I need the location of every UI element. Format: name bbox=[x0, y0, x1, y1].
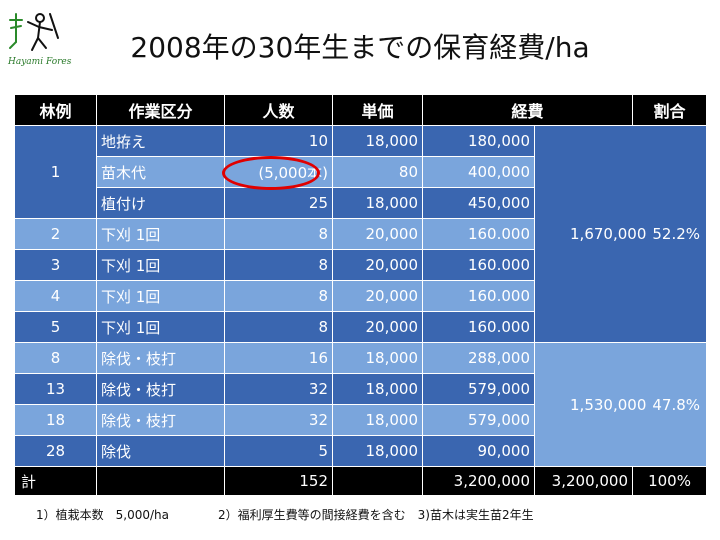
page-title: 2008年の30年生までの保育経費/ha bbox=[130, 31, 590, 64]
cell-plot: 5 bbox=[14, 311, 97, 343]
cell-work: 除伐・枝打 bbox=[96, 404, 225, 436]
cell-plot: 28 bbox=[14, 435, 97, 467]
cell-unit-price: 80 bbox=[332, 156, 423, 188]
group-1-summary: 1,670,000 52.2% bbox=[533, 125, 708, 343]
cell-people: 8 bbox=[224, 218, 333, 250]
cell-people: 8 bbox=[224, 249, 333, 281]
total-unit-price-empty bbox=[332, 466, 423, 496]
total-people: 152 bbox=[224, 466, 333, 496]
cell-work: 除伐・枝打 bbox=[96, 373, 225, 405]
cell-cost: 579,000 bbox=[422, 373, 535, 405]
table-row: 2 下刈 1回 8 20,000 160.000 bbox=[14, 218, 707, 250]
cell-unit-price: 18,000 bbox=[332, 373, 423, 405]
cell-unit-price: 18,000 bbox=[332, 125, 423, 157]
cell-work: 下刈 1回 bbox=[96, 218, 225, 250]
total-ratio: 100% bbox=[632, 466, 708, 496]
table-row: 28 除伐 5 18,000 90,000 bbox=[14, 435, 707, 467]
header-ratio: 割合 bbox=[632, 94, 708, 126]
group-2-summary: 1,530,000 47.8% bbox=[533, 342, 708, 467]
table-row: 18 除伐・枝打 32 18,000 579,000 bbox=[14, 404, 707, 436]
logo-text: Hayami Forest bbox=[7, 57, 72, 67]
cell-unit-price: 18,000 bbox=[332, 187, 423, 219]
group-1-ratio: 52.2% bbox=[652, 225, 701, 243]
header-people: 人数 bbox=[224, 94, 333, 126]
cell-work: 下刈 1回 bbox=[96, 280, 225, 312]
group-2-ratio: 47.8% bbox=[652, 395, 701, 414]
cell-cost: 90,000 bbox=[422, 435, 535, 467]
cell-cost: 160.000 bbox=[422, 280, 535, 312]
cell-unit-price: 20,000 bbox=[332, 249, 423, 281]
cell-work: 地拵え bbox=[96, 125, 225, 157]
table-row: 8 除伐・枝打 16 18,000 288,000 1,530,000 47.8… bbox=[14, 342, 708, 467]
cell-unit-price: 20,000 bbox=[332, 311, 423, 343]
table-row: 苗木代 (5,000本) 80 400,000 bbox=[15, 156, 707, 188]
total-subtotal: 3,200,000 bbox=[533, 466, 634, 496]
header-work: 作業区分 bbox=[96, 94, 225, 126]
cell-people: 10 bbox=[224, 125, 333, 157]
header-plot: 林例 bbox=[14, 94, 97, 126]
cell-work: 除伐・枝打 bbox=[96, 342, 225, 374]
cell-work: 植付け bbox=[96, 187, 225, 219]
cell-people: 16 bbox=[224, 342, 333, 374]
cell-cost: 180,000 bbox=[422, 125, 535, 157]
cell-work: 下刈 1回 bbox=[96, 249, 225, 281]
cell-unit-price: 18,000 bbox=[332, 435, 423, 467]
table-row: 3 下刈 1回 8 20,000 160.000 bbox=[14, 249, 707, 281]
cell-work: 下刈 1回 bbox=[96, 311, 225, 343]
highlight-ring bbox=[222, 156, 320, 190]
header-cost: 経費 bbox=[421, 94, 634, 126]
cell-work: 除伐 bbox=[96, 435, 225, 467]
group-2-subtotal: 1,530,000 bbox=[570, 395, 647, 414]
table-row: 植付け 25 18,000 450,000 bbox=[15, 187, 707, 219]
cell-plot: 8 bbox=[14, 342, 97, 374]
cell-cost: 579,000 bbox=[422, 404, 535, 436]
cell-work: 苗木代 bbox=[96, 156, 225, 188]
cell-plot: 13 bbox=[14, 373, 97, 405]
cell-people: 8 bbox=[224, 280, 333, 312]
cell-plot: 3 bbox=[14, 249, 97, 281]
cell-cost: 160.000 bbox=[422, 218, 535, 250]
table-row: 13 除伐・枝打 32 18,000 579,000 bbox=[14, 373, 707, 405]
total-label: 計 bbox=[14, 466, 97, 496]
footnote-1: 1）植栽本数 5,000/ha bbox=[36, 508, 169, 522]
cell-unit-price: 18,000 bbox=[332, 342, 423, 374]
cell-people: 25 bbox=[224, 187, 333, 219]
cell-people: 5 bbox=[224, 435, 333, 467]
group-1-subtotal: 1,670,000 bbox=[570, 225, 647, 243]
cell-people: 8 bbox=[224, 311, 333, 343]
hayami-forest-logo: Hayami Forest bbox=[7, 13, 72, 67]
table-row: 1 地拵え 10 18,000 180,000 1,670,000 52.2% bbox=[14, 125, 708, 343]
cost-table: 林例 作業区分 人数 単価 経費 割合 1 地拵え 10 18,000 180,… bbox=[14, 94, 708, 496]
cell-cost: 288,000 bbox=[422, 342, 535, 374]
footnote-2: 2）福利厚生費等の間接経費を含む 3)苗木は実生苗2年生 bbox=[218, 508, 534, 522]
table-header-row: 林例 作業区分 人数 単価 経費 割合 bbox=[14, 94, 708, 126]
cell-plot: 18 bbox=[14, 404, 97, 436]
cell-plot: 1 bbox=[14, 125, 97, 219]
total-row: 計 152 3,200,000 3,200,000 100% bbox=[14, 466, 708, 496]
table-row: 4 下刈 1回 8 20,000 160.000 bbox=[14, 280, 707, 312]
cell-plot: 4 bbox=[14, 280, 97, 312]
cell-cost: 400,000 bbox=[422, 156, 535, 188]
cell-unit-price: 18,000 bbox=[332, 404, 423, 436]
cell-unit-price: 20,000 bbox=[332, 218, 423, 250]
cell-unit-price: 20,000 bbox=[332, 280, 423, 312]
cell-cost: 160.000 bbox=[422, 311, 535, 343]
cell-people: 32 bbox=[224, 373, 333, 405]
cell-cost: 450,000 bbox=[422, 187, 535, 219]
cell-cost: 160.000 bbox=[422, 249, 535, 281]
cell-people: 32 bbox=[224, 404, 333, 436]
total-work-empty bbox=[96, 466, 225, 496]
total-cost: 3,200,000 bbox=[422, 466, 535, 496]
cell-plot: 2 bbox=[14, 218, 97, 250]
header-unit-price: 単価 bbox=[332, 94, 423, 126]
